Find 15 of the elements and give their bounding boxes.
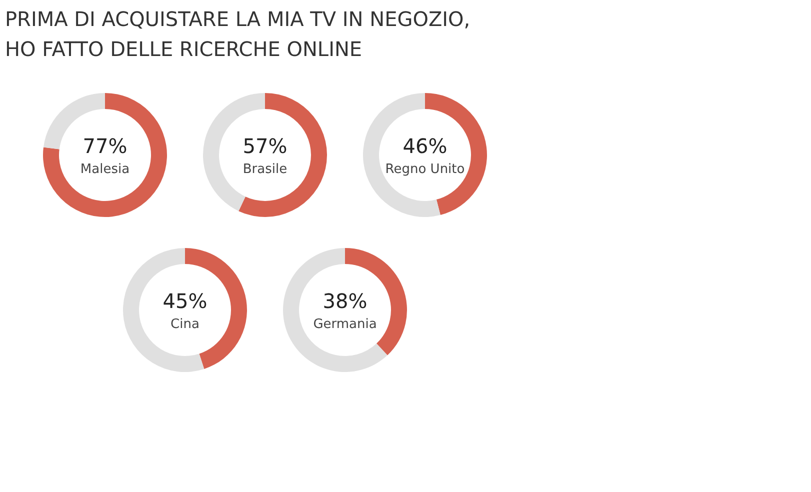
text: PRIMA DI ACQUISTARE LA MIA TV IN NEGOZIO, HO FATTO DELLE RICERCHE ONLINE xyxy=(5,7,470,61)
data-label: 46% xyxy=(402,134,448,158)
data-label: 57% xyxy=(242,134,288,158)
text: Regno Unito xyxy=(385,162,465,177)
text: Malesia xyxy=(80,162,130,177)
data-label: 45% xyxy=(162,289,208,313)
donut-slice xyxy=(43,93,167,217)
donut-slice xyxy=(283,248,388,372)
data-label: 38% xyxy=(322,289,368,313)
text: Germania xyxy=(313,317,377,332)
text: Brasile xyxy=(242,162,288,177)
donut-slice xyxy=(123,248,204,372)
data-label: 77% xyxy=(82,134,128,158)
donut-slice xyxy=(238,93,327,217)
text: Cina xyxy=(170,317,200,332)
